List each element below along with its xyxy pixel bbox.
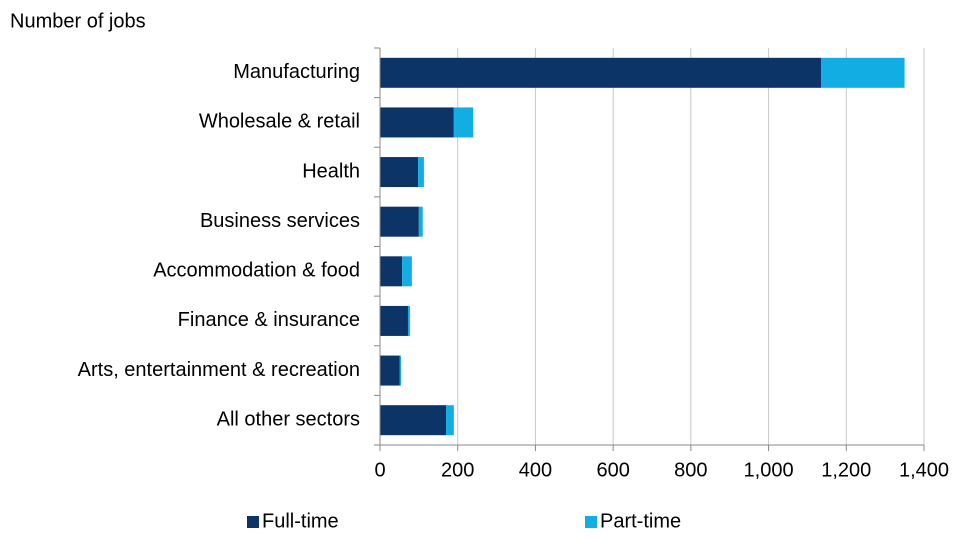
bar [380, 107, 454, 138]
x-tick-label: 400 [519, 459, 552, 481]
bar [821, 57, 905, 88]
legend-label: Full-time [262, 510, 339, 532]
bar [418, 157, 424, 188]
bar [446, 405, 454, 436]
x-tick-label: 1,200 [821, 459, 871, 481]
y-tick-label: Health [302, 160, 360, 182]
y-tick-label: Arts, entertainment & recreation [78, 359, 360, 381]
bar [407, 305, 410, 336]
bar [418, 206, 423, 237]
bar [380, 405, 447, 436]
y-tick-label: Business services [200, 210, 360, 232]
bar [380, 305, 408, 336]
bar [380, 256, 403, 287]
bar [380, 157, 419, 188]
y-tick-label: Manufacturing [233, 61, 360, 83]
x-tick-label: 1,000 [744, 459, 794, 481]
axis-title: Number of jobs [10, 10, 146, 32]
y-tick-label: Finance & insurance [178, 309, 360, 331]
x-tick-label: 1,400 [899, 459, 949, 481]
y-tick-label: Accommodation & food [153, 260, 360, 282]
x-tick-label: 200 [441, 459, 474, 481]
bar [380, 57, 822, 88]
bar [380, 206, 419, 237]
x-tick-label: 800 [674, 459, 707, 481]
bar [380, 355, 400, 386]
legend-label: Part-time [600, 510, 681, 532]
bar [399, 355, 401, 386]
legend-swatch [247, 516, 259, 528]
y-tick-label: All other sectors [217, 408, 360, 430]
bar [453, 107, 474, 138]
y-tick-label: Wholesale & retail [199, 111, 360, 133]
legend-swatch [585, 516, 597, 528]
x-tick-label: 600 [596, 459, 629, 481]
bar [402, 256, 412, 287]
x-tick-label: 0 [374, 459, 385, 481]
